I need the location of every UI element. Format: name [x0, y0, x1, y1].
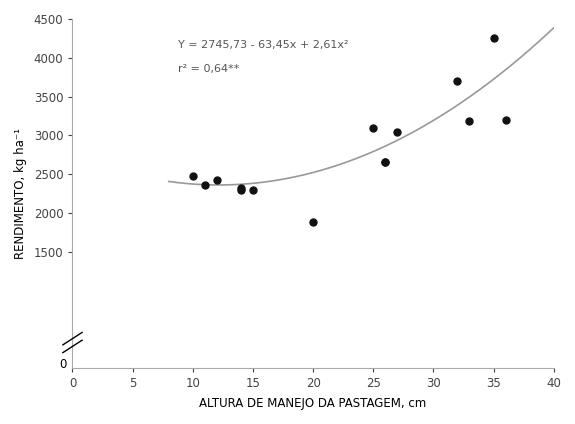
Text: Y = 2745,73 - 63,45x + 2,61x²: Y = 2745,73 - 63,45x + 2,61x²: [178, 40, 349, 50]
Point: [236, 185, 246, 192]
Point: [393, 129, 402, 136]
Point: [188, 172, 197, 179]
Point: [369, 125, 378, 132]
Y-axis label: RENDIMENTO, kg ha⁻¹: RENDIMENTO, kg ha⁻¹: [14, 128, 27, 259]
Point: [381, 158, 390, 165]
Point: [248, 187, 258, 194]
Text: 0: 0: [59, 358, 67, 371]
Point: [489, 35, 498, 42]
Point: [236, 186, 246, 193]
Point: [453, 78, 462, 84]
X-axis label: ALTURA DE MANEJO DA PASTAGEM, cm: ALTURA DE MANEJO DA PASTAGEM, cm: [200, 397, 427, 410]
Point: [212, 177, 221, 184]
Point: [381, 159, 390, 166]
Text: r² = 0,64**: r² = 0,64**: [178, 64, 240, 74]
Point: [501, 117, 510, 123]
Point: [465, 117, 474, 124]
Point: [200, 181, 209, 188]
Point: [308, 219, 317, 226]
